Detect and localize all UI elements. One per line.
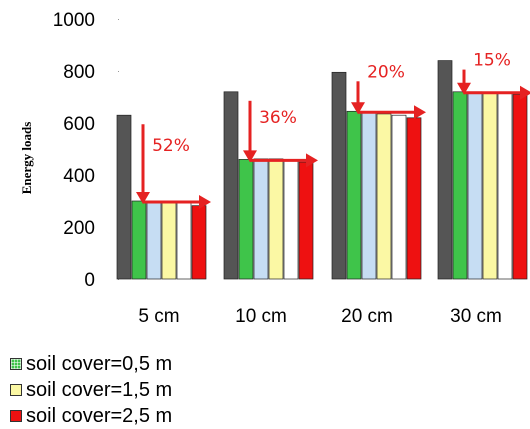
arrow-head-down bbox=[136, 192, 150, 204]
y-tick-mark bbox=[118, 19, 119, 20]
bar bbox=[482, 91, 498, 280]
bar bbox=[283, 160, 299, 280]
arrow-head-down bbox=[243, 150, 257, 163]
bar bbox=[497, 92, 513, 280]
bar-groups bbox=[116, 60, 528, 280]
y-tick-mark bbox=[118, 279, 119, 280]
x-tick-label: 10 cm bbox=[235, 306, 287, 327]
bar bbox=[452, 91, 468, 280]
bar bbox=[376, 113, 392, 280]
reduction-arrow: 20% bbox=[351, 62, 426, 120]
legend-item-soil-cover-0-5: soil cover=0,5 m bbox=[10, 351, 172, 377]
legend-swatch-1-5 bbox=[10, 384, 22, 396]
reduction-arrow: 15% bbox=[457, 51, 530, 100]
reduction-percent-label: 15% bbox=[473, 51, 511, 71]
y-tick-label: 800 bbox=[63, 62, 95, 83]
bar bbox=[116, 114, 132, 280]
bar bbox=[146, 200, 162, 280]
bar bbox=[223, 91, 239, 280]
bar bbox=[238, 159, 254, 280]
arrow-head-right bbox=[306, 153, 318, 168]
legend-label: soil cover=2,5 m bbox=[26, 404, 173, 427]
y-tick-label: 400 bbox=[63, 166, 95, 187]
y-tick-label: 1000 bbox=[53, 10, 95, 31]
bar bbox=[467, 91, 483, 280]
bar bbox=[346, 110, 362, 280]
bar bbox=[176, 200, 192, 280]
bar bbox=[253, 158, 269, 280]
bar bbox=[298, 161, 314, 280]
reduction-arrows: 52% 36% 20% 15% bbox=[136, 51, 530, 209]
bar-group bbox=[331, 71, 422, 280]
reduction-percent-label: 20% bbox=[367, 62, 405, 82]
reduction-percent-label: 52% bbox=[152, 136, 190, 156]
bar-group bbox=[223, 91, 314, 280]
arrow-head-right bbox=[414, 105, 426, 120]
x-tick-labels: 5 cm 10 cm 20 cm 30 cm bbox=[138, 306, 501, 327]
legend-label: soil cover=1,5 m bbox=[26, 378, 173, 401]
y-tick-labels: 0 200 400 600 800 1000 bbox=[53, 10, 119, 291]
y-tick-mark bbox=[118, 71, 119, 72]
bar-group bbox=[437, 60, 528, 280]
bar bbox=[361, 112, 377, 280]
x-tick-label: 5 cm bbox=[138, 306, 179, 327]
bar-group bbox=[116, 114, 207, 280]
y-tick-label: 600 bbox=[63, 114, 95, 135]
legend-item-soil-cover-1-5: soil cover=1,5 m bbox=[10, 377, 172, 403]
x-tick-label: 20 cm bbox=[341, 306, 393, 327]
reduction-arrow: 52% bbox=[136, 124, 211, 209]
bar bbox=[406, 117, 422, 280]
bar bbox=[191, 205, 207, 280]
bar bbox=[512, 94, 528, 280]
arrow-head-down bbox=[351, 102, 365, 115]
y-tick-label: 200 bbox=[63, 218, 95, 239]
reduction-arrow: 36% bbox=[243, 100, 318, 168]
bar bbox=[391, 114, 407, 280]
legend-swatch-2-5 bbox=[10, 410, 22, 422]
bar bbox=[161, 200, 177, 280]
legend-label: soil cover=0,5 m bbox=[26, 352, 173, 375]
bar bbox=[268, 158, 284, 280]
legend: soil cover=0,5 m soil cover=1,5 m soil c… bbox=[10, 351, 172, 429]
y-tick-label: 0 bbox=[84, 270, 95, 291]
arrow-head-right bbox=[199, 195, 211, 209]
reduction-percent-label: 36% bbox=[259, 108, 297, 128]
legend-swatch-0-5 bbox=[10, 358, 22, 370]
arrow-head-down bbox=[457, 82, 471, 95]
bar bbox=[437, 60, 453, 280]
legend-item-soil-cover-2-5: soil cover=2,5 m bbox=[10, 403, 172, 429]
bar bbox=[331, 71, 347, 280]
y-axis-label: Energy loads bbox=[19, 122, 34, 195]
bar bbox=[131, 200, 147, 280]
arrow-head-right bbox=[520, 85, 530, 100]
x-tick-label: 30 cm bbox=[450, 306, 502, 327]
